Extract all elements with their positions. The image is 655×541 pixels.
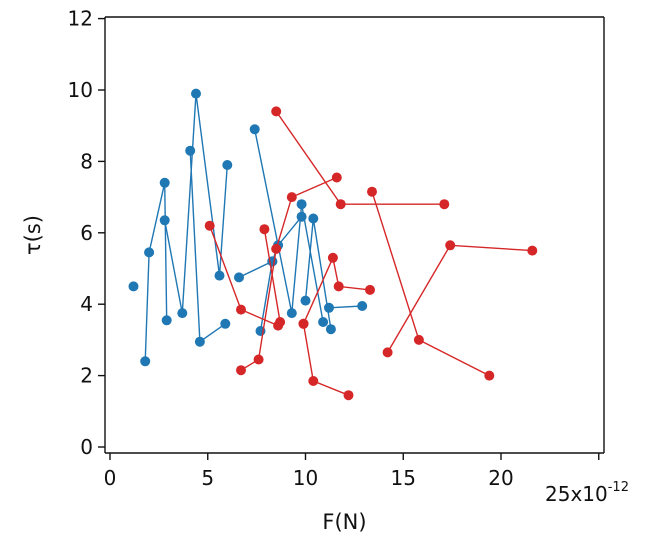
data-point <box>331 172 342 183</box>
data-point <box>296 211 307 222</box>
data-point <box>327 252 338 263</box>
data-point <box>161 315 172 326</box>
y-axis-label: τ(s) <box>21 215 45 255</box>
data-point <box>300 295 311 306</box>
data-point <box>177 308 188 319</box>
x-axis-label: F(N) <box>322 510 366 534</box>
data-point <box>286 308 297 319</box>
y-tick-label: 4 <box>80 292 93 316</box>
data-point <box>324 302 334 313</box>
series-line <box>254 129 324 323</box>
data-point <box>236 304 246 315</box>
data-point <box>325 324 336 335</box>
x-axis-scale-base: 25x10 <box>545 482 608 506</box>
data-point <box>484 370 495 381</box>
data-point <box>159 215 170 226</box>
x-tick-label: 20 <box>488 466 513 490</box>
data-point <box>343 390 354 401</box>
data-point <box>259 224 270 235</box>
data-point <box>271 106 282 117</box>
data-point <box>367 186 377 197</box>
data-point <box>185 145 196 156</box>
data-point <box>271 243 282 254</box>
data-point <box>286 192 297 203</box>
y-tick-label: 8 <box>80 149 93 173</box>
y-tick-label: 0 <box>80 435 93 459</box>
series-line <box>275 111 445 205</box>
data-point <box>253 354 264 365</box>
series-line <box>386 244 533 353</box>
data-point <box>296 199 307 210</box>
data-point <box>222 160 233 170</box>
data-point <box>298 318 309 329</box>
y-tick-label: 2 <box>80 364 93 388</box>
y-tick-label: 6 <box>80 221 93 245</box>
series-line <box>304 218 332 330</box>
x-axis-scale-label: 25x10-12 <box>545 480 629 506</box>
data-point <box>527 245 538 256</box>
data-point <box>234 272 244 283</box>
series-line <box>238 216 303 279</box>
series-line <box>144 182 168 362</box>
data-point <box>236 365 246 376</box>
data-point <box>140 356 151 367</box>
data-point <box>128 281 139 292</box>
series-1 <box>204 106 538 401</box>
data-point <box>159 177 170 188</box>
x-tick-label: 0 <box>104 466 117 490</box>
data-point <box>275 317 286 327</box>
data-point <box>357 301 368 311</box>
data-point <box>308 213 319 224</box>
data-point <box>318 317 329 327</box>
data-point <box>365 284 375 295</box>
data-point <box>144 247 155 258</box>
data-point <box>382 347 393 358</box>
x-tick-label: 10 <box>293 466 318 490</box>
data-point <box>204 220 215 231</box>
y-tick-label: 12 <box>68 7 93 31</box>
data-point <box>220 318 231 329</box>
data-point <box>333 281 344 292</box>
data-point <box>439 199 450 210</box>
y-tick-label: 10 <box>68 78 93 102</box>
data-point <box>308 376 319 386</box>
series-line <box>263 229 281 323</box>
data-point <box>214 270 225 281</box>
data-point <box>249 124 260 135</box>
data-point <box>191 88 201 99</box>
data-point <box>445 240 456 251</box>
x-tick-label: 15 <box>391 466 416 490</box>
data-point <box>194 336 205 347</box>
axes: 0 2 4 6 8 10 12 0 5 10 15 20 <box>68 7 605 490</box>
series-0 <box>128 88 368 367</box>
data-point <box>413 334 424 345</box>
x-tick-label: 5 <box>201 466 214 490</box>
series-layer <box>128 88 538 401</box>
series-line <box>328 305 363 309</box>
series-line <box>302 255 371 325</box>
x-axis-scale-exponent: -12 <box>608 480 629 495</box>
data-point <box>335 199 346 210</box>
